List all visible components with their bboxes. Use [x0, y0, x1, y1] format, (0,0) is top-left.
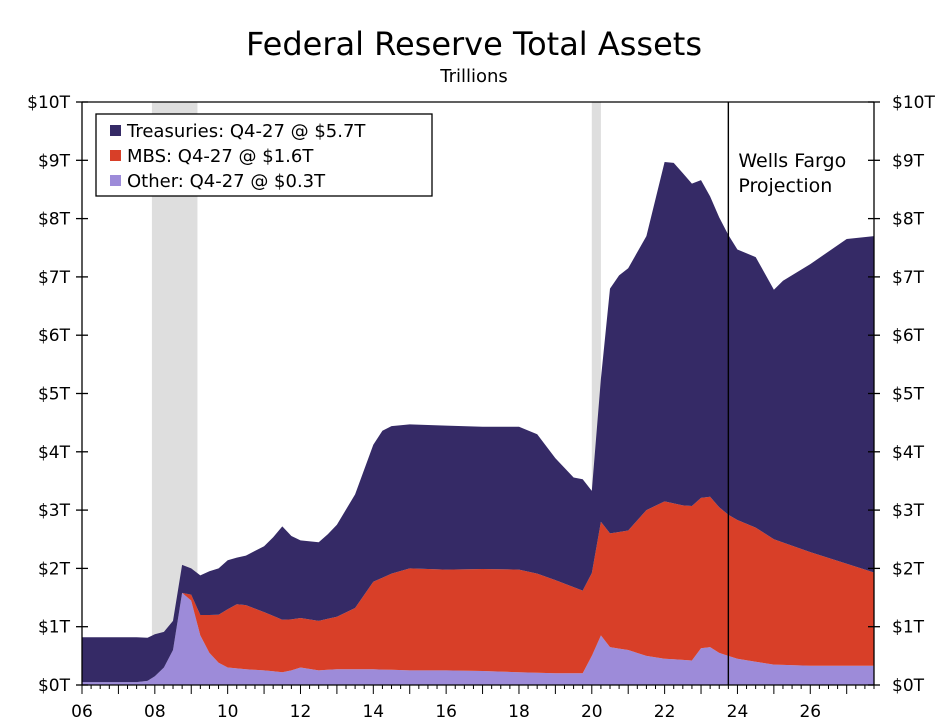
- y-tick-label-right: $3T: [892, 501, 925, 521]
- legend-label-treasuries: Treasuries: Q4-27 @ $5.7T: [126, 121, 366, 142]
- legend-swatch-treasuries: [110, 125, 121, 136]
- legend: Treasuries: Q4-27 @ $5.7T MBS: Q4-27 @ $1…: [95, 113, 433, 197]
- area-treasuries: [82, 162, 874, 683]
- y-tick-label-left: $8T: [38, 210, 71, 230]
- x-tick-label: 14: [362, 702, 384, 722]
- chart-subtitle: Trillions: [439, 66, 508, 87]
- x-tick-label: 08: [144, 702, 166, 722]
- legend-swatch-other: [110, 175, 121, 186]
- legend-label-mbs: MBS: Q4-27 @ $1.6T: [127, 146, 314, 167]
- y-tick-label-right: $1T: [892, 618, 925, 638]
- y-tick-label-right: $5T: [892, 385, 925, 405]
- x-tick-label: 22: [654, 702, 676, 722]
- y-tick-label-right: $2T: [892, 559, 925, 579]
- area-other: [82, 592, 874, 685]
- x-tick-label: 10: [217, 702, 239, 722]
- axis-ticks: $0T $0T $1T $1T $2T $2T $3T $3T $4T $4T $5T $5T $6T $…: [27, 93, 935, 722]
- x-tick-label: 12: [290, 702, 312, 722]
- y-tick-label-right: $6T: [892, 326, 925, 346]
- x-tick-label: 16: [435, 702, 457, 722]
- y-tick-label-right: $8T: [892, 210, 925, 230]
- y-tick-label-left: $10T: [27, 93, 70, 113]
- y-tick-label-left: $3T: [38, 501, 71, 521]
- projection-label: Projection: [738, 175, 832, 197]
- x-tick-label: 18: [508, 702, 530, 722]
- x-tick-label: 24: [727, 702, 749, 722]
- y-tick-label-left: $2T: [38, 559, 71, 579]
- y-tick-label-left: $0T: [38, 676, 71, 696]
- recession-bands: [151, 102, 601, 685]
- y-tick-label-right: $9T: [892, 151, 925, 171]
- recession-band: [591, 102, 601, 685]
- y-tick-label-left: $4T: [38, 443, 71, 463]
- x-tick-label: 20: [581, 702, 603, 722]
- projection-label: Wells Fargo: [738, 150, 846, 172]
- chart-title: Federal Reserve Total Assets: [246, 25, 702, 63]
- projection-annotation: Wells Fargo Projection: [727, 102, 846, 685]
- y-tick-label-right: $10T: [892, 93, 935, 113]
- y-tick-label-right: $4T: [892, 443, 925, 463]
- y-tick-label-right: $7T: [892, 268, 925, 288]
- y-tick-label-left: $7T: [38, 268, 71, 288]
- y-tick-label-left: $9T: [38, 151, 71, 171]
- x-tick-label: 26: [799, 702, 821, 722]
- legend-label-other: Other: Q4-27 @ $0.3T: [127, 171, 326, 192]
- x-tick-label: 06: [71, 702, 93, 722]
- y-tick-label-left: $5T: [38, 385, 71, 405]
- legend-swatch-mbs: [110, 150, 121, 161]
- legend-box: [95, 113, 433, 197]
- y-tick-label-left: $1T: [38, 618, 71, 638]
- y-tick-label-left: $6T: [38, 326, 71, 346]
- stacked-area-series: [82, 162, 874, 685]
- y-tick-label-right: $0T: [892, 676, 925, 696]
- area-mbs: [82, 496, 874, 683]
